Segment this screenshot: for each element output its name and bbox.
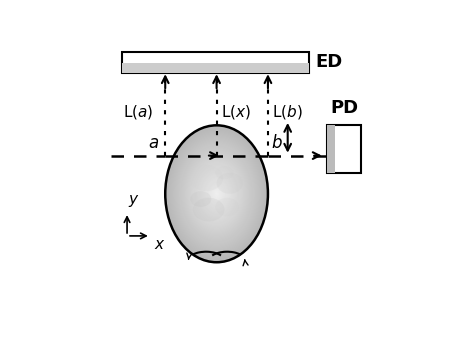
Bar	[327, 125, 335, 173]
Ellipse shape	[202, 174, 231, 213]
Ellipse shape	[203, 175, 230, 212]
Ellipse shape	[165, 125, 268, 262]
Ellipse shape	[212, 188, 221, 199]
Text: L($x$): L($x$)	[220, 103, 251, 121]
Ellipse shape	[183, 149, 250, 238]
Text: $a$: $a$	[147, 134, 159, 152]
Ellipse shape	[192, 162, 240, 226]
Ellipse shape	[215, 192, 219, 196]
Text: ED: ED	[315, 53, 343, 71]
Ellipse shape	[174, 137, 259, 251]
Ellipse shape	[201, 173, 232, 214]
Ellipse shape	[182, 147, 252, 240]
Ellipse shape	[190, 158, 243, 229]
Ellipse shape	[217, 173, 243, 194]
Ellipse shape	[213, 189, 220, 198]
Ellipse shape	[188, 155, 246, 233]
Ellipse shape	[190, 191, 211, 207]
Ellipse shape	[193, 198, 225, 221]
Ellipse shape	[167, 128, 266, 260]
Ellipse shape	[215, 198, 239, 216]
Ellipse shape	[173, 135, 260, 252]
Ellipse shape	[178, 142, 255, 245]
Ellipse shape	[200, 171, 234, 216]
Ellipse shape	[196, 167, 237, 221]
Ellipse shape	[166, 127, 267, 261]
Ellipse shape	[215, 166, 234, 179]
Ellipse shape	[211, 187, 222, 201]
Ellipse shape	[210, 185, 223, 203]
Text: $y$: $y$	[128, 193, 140, 209]
Ellipse shape	[214, 190, 219, 197]
Ellipse shape	[189, 157, 244, 230]
Ellipse shape	[193, 163, 240, 225]
Ellipse shape	[180, 145, 254, 243]
Ellipse shape	[210, 186, 223, 202]
Bar	[327, 125, 362, 173]
Ellipse shape	[185, 152, 248, 236]
Ellipse shape	[184, 150, 249, 237]
Ellipse shape	[206, 180, 227, 208]
Text: $b$: $b$	[271, 134, 283, 152]
Ellipse shape	[176, 140, 257, 247]
Bar	[122, 63, 309, 73]
Ellipse shape	[177, 141, 256, 246]
Ellipse shape	[191, 159, 242, 228]
Ellipse shape	[174, 138, 258, 250]
Ellipse shape	[171, 133, 262, 254]
Ellipse shape	[209, 184, 224, 204]
Ellipse shape	[168, 129, 265, 259]
Ellipse shape	[186, 153, 247, 235]
Ellipse shape	[216, 193, 218, 195]
Ellipse shape	[170, 131, 264, 256]
Ellipse shape	[207, 181, 226, 206]
Ellipse shape	[181, 146, 253, 242]
Text: PD: PD	[330, 100, 358, 117]
Ellipse shape	[170, 132, 263, 255]
Ellipse shape	[205, 179, 228, 209]
Ellipse shape	[205, 178, 228, 210]
Ellipse shape	[194, 164, 239, 223]
Ellipse shape	[201, 172, 233, 215]
Ellipse shape	[195, 165, 238, 222]
Ellipse shape	[189, 165, 223, 191]
Text: L($b$): L($b$)	[272, 103, 302, 121]
Ellipse shape	[175, 139, 258, 249]
Ellipse shape	[172, 134, 261, 253]
Ellipse shape	[179, 144, 254, 244]
Ellipse shape	[199, 170, 235, 218]
Text: $x$: $x$	[154, 237, 165, 252]
Ellipse shape	[192, 161, 241, 227]
Ellipse shape	[198, 169, 236, 219]
Ellipse shape	[197, 168, 236, 220]
Ellipse shape	[204, 177, 229, 211]
Text: L($a$): L($a$)	[123, 103, 154, 121]
Ellipse shape	[187, 154, 246, 234]
Ellipse shape	[208, 182, 225, 205]
Ellipse shape	[188, 156, 245, 232]
Bar	[122, 52, 309, 73]
Ellipse shape	[169, 130, 264, 258]
Ellipse shape	[182, 148, 251, 239]
